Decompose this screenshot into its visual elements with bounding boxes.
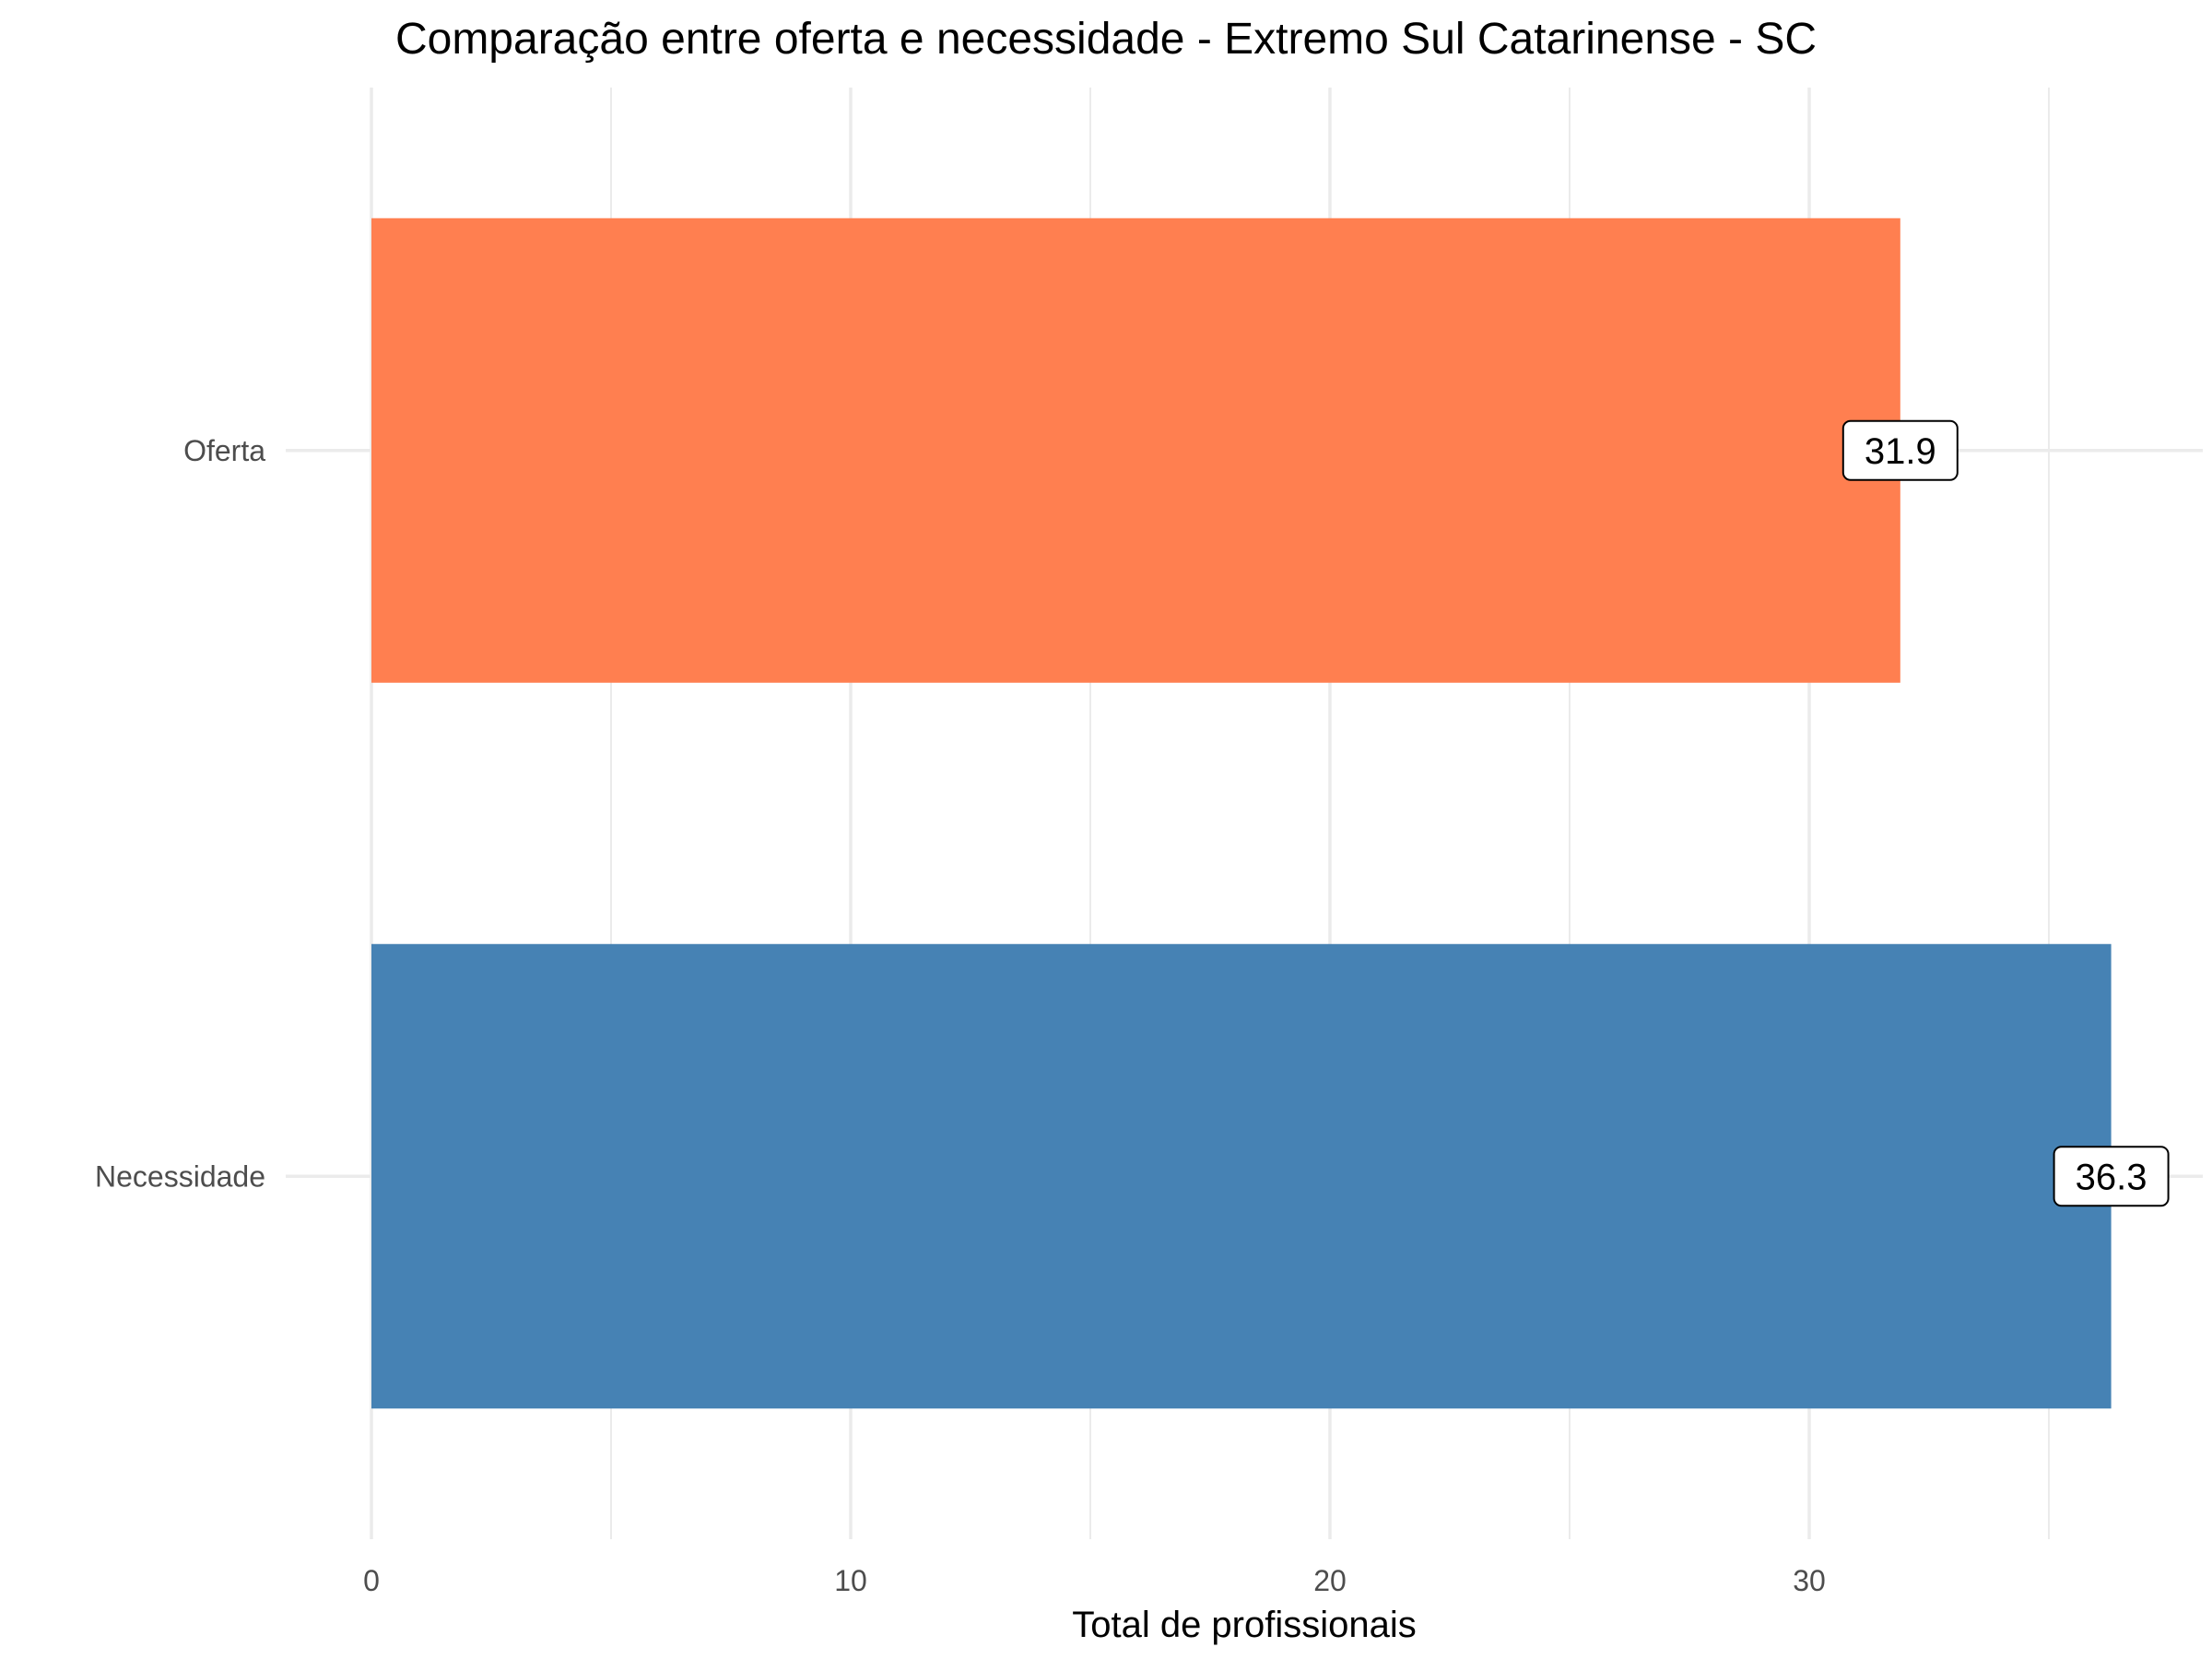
y-tick-label: Necessidade: [95, 1159, 265, 1193]
y-axis-tick-labels: Oferta Necessidade: [95, 434, 265, 1194]
x-axis-tick-labels: 0 10 20 30: [363, 1564, 1826, 1597]
bar-necessidade: [371, 944, 2112, 1409]
x-tick-label: 10: [834, 1564, 867, 1597]
data-labels: 31.9 36.3: [1841, 419, 2170, 1207]
data-label-necessidade: 36.3: [2053, 1146, 2170, 1207]
x-tick-label: 30: [1793, 1564, 1826, 1597]
x-tick-label: 20: [1313, 1564, 1347, 1597]
data-label-oferta: 31.9: [1841, 419, 1959, 481]
bar-oferta: [371, 218, 1900, 683]
data-label-box: [2053, 1146, 2170, 1207]
y-tick-label: Oferta: [183, 434, 265, 467]
data-label-text: 31.9: [1865, 431, 1936, 472]
x-axis-title: Total de profissionais: [1072, 1605, 1417, 1645]
bars: [371, 218, 2112, 1409]
data-label-text: 36.3: [2076, 1157, 2147, 1197]
chart-title: Comparação entre oferta e necessidade - …: [395, 15, 1817, 64]
data-label-box: [1841, 419, 1959, 481]
x-tick-label: 0: [363, 1564, 380, 1597]
